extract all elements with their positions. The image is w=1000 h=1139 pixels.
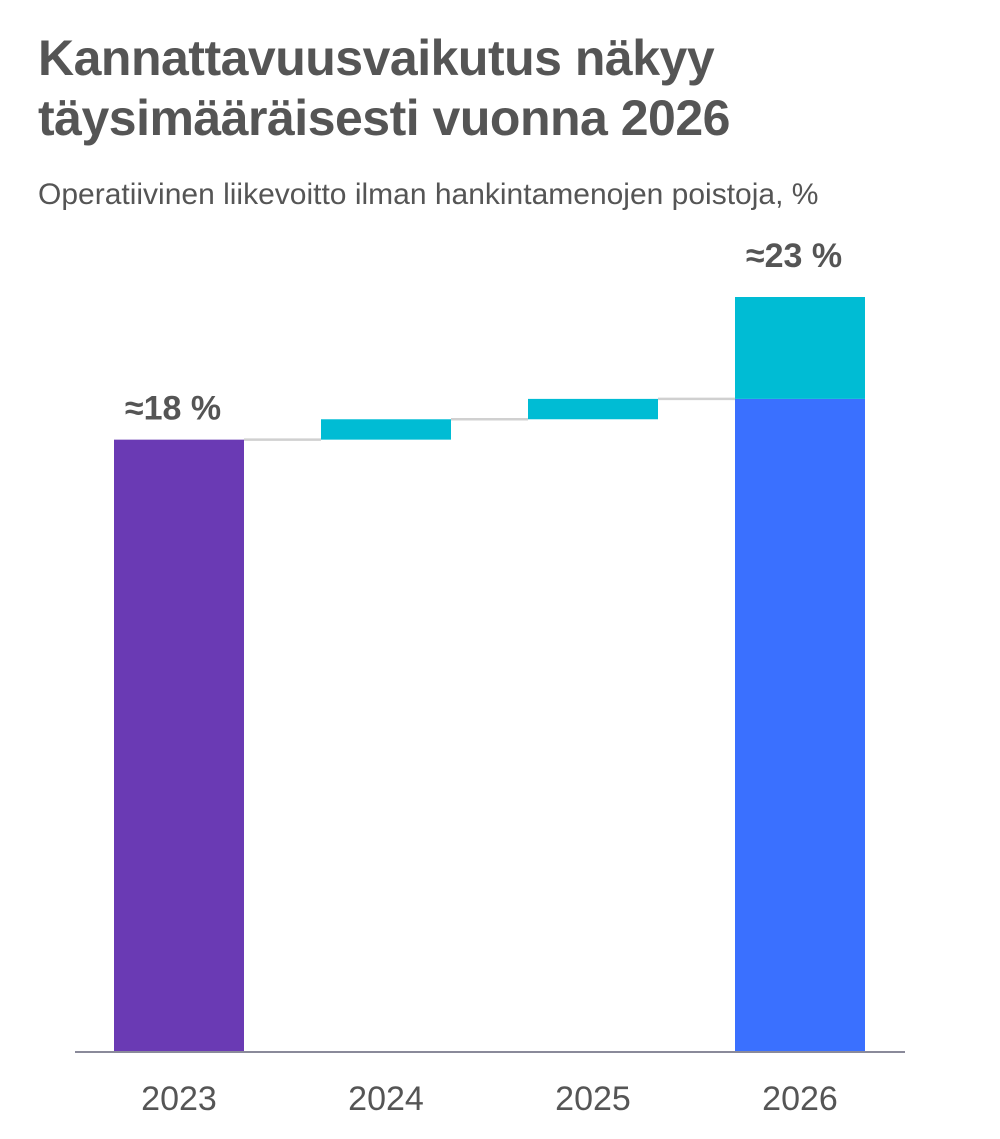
- bar-increment-2026: [735, 297, 865, 399]
- data-label-2026: ≈23 %: [746, 237, 842, 275]
- x-tick-label: 2025: [555, 1080, 631, 1118]
- title-line-2: täysimääräisesti vuonna 2026: [38, 90, 730, 146]
- x-tick-label: 2024: [348, 1080, 424, 1118]
- data-label-2023: ≈18 %: [125, 390, 221, 428]
- title-line-1: Kannattavuusvaikutus näkyy: [38, 30, 715, 86]
- bar-increment-2025: [528, 398, 658, 420]
- chart-title: Kannattavuusvaikutus näkyy täysimääräise…: [38, 28, 978, 148]
- chart-subtitle: Operatiivinen liikevoitto ilman hankinta…: [38, 178, 819, 211]
- x-tick-label: 2023: [141, 1080, 217, 1118]
- bar-2026: [735, 398, 865, 1051]
- bar-increment-2024: [321, 419, 451, 440]
- x-tick-label: 2026: [762, 1080, 838, 1118]
- bar-2023: [114, 439, 244, 1051]
